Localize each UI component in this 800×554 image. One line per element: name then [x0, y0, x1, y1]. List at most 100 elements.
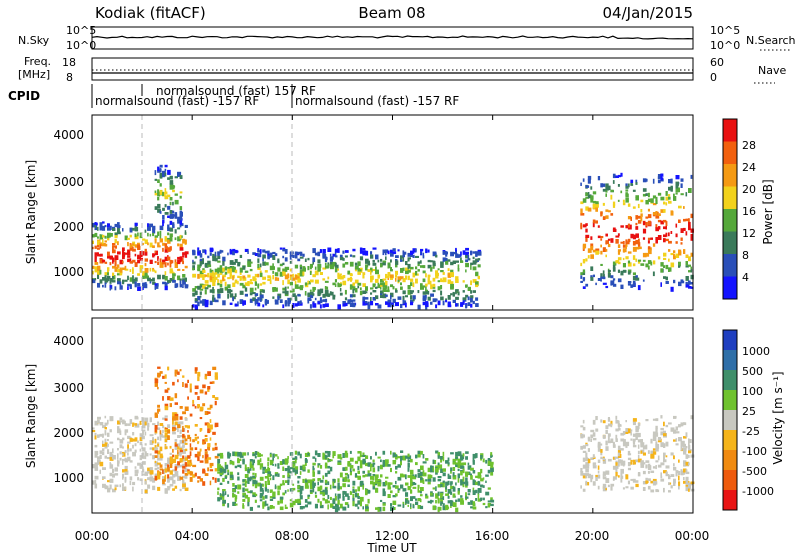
power-cell: [324, 259, 328, 263]
power-cell: [144, 239, 148, 244]
power-cell: [287, 279, 290, 285]
velocity-cell: [197, 476, 201, 479]
power-cell: [680, 237, 683, 241]
velocity-cell: [663, 430, 666, 435]
power-cell: [407, 259, 410, 262]
power-cell: [157, 166, 160, 171]
velocity-cell: [299, 485, 304, 491]
power-cell: [159, 210, 162, 214]
power-cell: [382, 287, 386, 292]
power-cell: [257, 267, 261, 270]
velocity-cell: [157, 457, 160, 461]
velocity-cell: [199, 448, 202, 452]
power-cell: [182, 252, 185, 256]
velocity-cell: [217, 466, 221, 472]
velocity-cell: [637, 454, 640, 459]
velocity-cell: [580, 468, 583, 472]
power-cell: [382, 260, 387, 263]
velocity-cell: [452, 495, 455, 498]
power-cell: [119, 268, 123, 274]
power-cell: [620, 225, 624, 228]
velocity-cell: [334, 493, 337, 498]
velocity-cell: [447, 462, 450, 465]
power-cell: [164, 212, 169, 215]
power-cell: [157, 169, 161, 173]
velocity-cell: [590, 434, 594, 439]
velocity-cell: [272, 457, 274, 461]
velocity-cell: [652, 466, 656, 469]
velocity-cell: [359, 466, 363, 469]
power-cell: [627, 223, 630, 228]
velocity-cell: [307, 479, 311, 483]
velocity-cell: [122, 476, 124, 480]
velocity-cell: [605, 429, 608, 434]
velocity-cell: [337, 482, 340, 487]
power-cell: [685, 261, 688, 266]
velocity-cell: [678, 471, 681, 475]
power-cell: [152, 232, 155, 237]
velocity-cell: [632, 439, 636, 445]
power-cell: [663, 252, 667, 257]
velocity-cell: [349, 467, 352, 473]
velocity-cell: [99, 433, 103, 437]
power-cell: [179, 247, 184, 251]
power-cell: [174, 259, 177, 264]
velocity-cell: [122, 473, 125, 479]
velocity-cell: [117, 453, 119, 458]
velocity-cell: [455, 464, 459, 468]
power-cell: [362, 290, 366, 294]
velocity-cell: [607, 423, 611, 427]
velocity-cell: [159, 468, 164, 471]
power-cell: [647, 220, 651, 226]
velocity-cell: [645, 466, 648, 469]
velocity-cell: [417, 490, 422, 493]
velocity-cell: [254, 451, 258, 455]
power-cell: [610, 189, 614, 193]
power-cell: [97, 268, 101, 273]
power-cell: [445, 260, 449, 265]
velocity-cell: [244, 464, 247, 469]
power-cell: [432, 289, 436, 293]
power-cell: [370, 267, 373, 273]
power-cell: [665, 264, 669, 270]
power-cell: [587, 175, 592, 180]
power-cell: [612, 278, 616, 281]
power-cell: [412, 254, 415, 258]
power-cell: [365, 302, 369, 306]
power-cell: [600, 273, 603, 278]
power-cell: [607, 272, 611, 278]
power-cell: [224, 266, 228, 271]
velocity-cell: [587, 437, 591, 442]
velocity-cell: [94, 450, 99, 455]
velocity-cell: [162, 476, 165, 480]
power-cell: [139, 235, 143, 239]
velocity-cell: [174, 369, 178, 374]
velocity-cell: [254, 473, 257, 478]
power-cell: [292, 254, 295, 258]
power-heatmap: [92, 164, 694, 310]
velocity-cell: [179, 488, 182, 492]
velocity-cell: [680, 440, 684, 445]
power-cell: [410, 282, 413, 286]
velocity-cell: [129, 480, 132, 486]
power-cell: [114, 239, 117, 244]
power-cell: [212, 286, 214, 291]
velocity-cell: [139, 437, 143, 442]
power-cell: [455, 276, 459, 280]
power-cell: [580, 224, 583, 230]
velocity-cell: [269, 498, 274, 501]
power-cell: [152, 269, 156, 272]
velocity-cell: [615, 456, 620, 459]
velocity-cell: [194, 433, 197, 437]
power-cell: [249, 287, 254, 293]
velocity-cell: [294, 459, 297, 464]
power-cell: [219, 288, 224, 293]
velocity-cell: [455, 482, 457, 486]
power-cell: [440, 261, 444, 265]
power-cell: [645, 193, 648, 196]
velocity-cell: [477, 472, 482, 476]
power-cell: [194, 290, 198, 296]
velocity-cell: [605, 470, 610, 475]
power-cell: [229, 266, 234, 270]
velocity-cell: [580, 425, 584, 428]
